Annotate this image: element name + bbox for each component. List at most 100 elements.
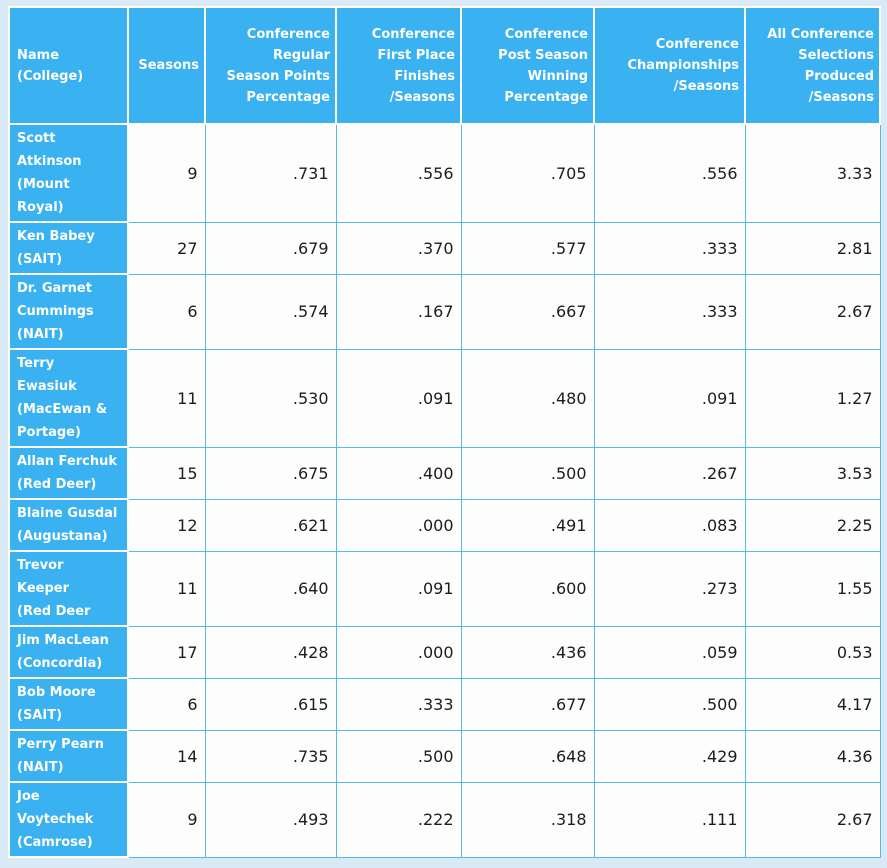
table-header: Name (College) Seasons Conference Regular … [8,6,881,125]
table-body: Scott Atkinson (Mount Royal) 9.731.556.70… [8,123,881,858]
column-header-conf-first-place-finishes-per-seasons: Conference First Place Finishes /Seasons [335,6,462,125]
header-row: Name (College) Seasons Conference Regular … [8,6,881,125]
cell-all-conf-selections-produced-per-seasons: 1.27 [744,348,881,448]
row-name-cell: Scott Atkinson (Mount Royal) [8,123,129,223]
cell-conf-post-season-winning-percentage: .436 [460,625,595,679]
cell-conf-post-season-winning-percentage: .491 [460,498,595,552]
cell-conf-regular-season-points-percentage: .640 [204,550,337,627]
cell-conf-regular-season-points-percentage: .428 [204,625,337,679]
cell-conf-regular-season-points-percentage: .530 [204,348,337,448]
cell-conf-post-season-winning-percentage: .667 [460,273,595,350]
cell-conf-regular-season-points-percentage: .675 [204,446,337,500]
cell-conf-post-season-winning-percentage: .577 [460,221,595,275]
row-name-cell: Allan Ferchuk (Red Deer) [8,446,129,500]
cell-conf-championships-per-seasons: .333 [593,221,746,275]
row-name-cell: Jim MacLean (Concordia) [8,625,129,679]
cell-seasons: 11 [127,550,206,627]
cell-conf-regular-season-points-percentage: .615 [204,677,337,731]
row-name-cell: Dr. Garnet Cummings (NAIT) [8,273,129,350]
table-row: Ken Babey (SAIT) 27.679.370.577.333 2.81 [8,221,881,275]
cell-conf-championships-per-seasons: .083 [593,498,746,552]
cell-all-conf-selections-produced-per-seasons: 2.25 [744,498,881,552]
cell-all-conf-selections-produced-per-seasons: 4.36 [744,729,881,783]
cell-seasons: 17 [127,625,206,679]
column-header-seasons: Seasons [127,6,206,125]
cell-seasons: 27 [127,221,206,275]
cell-conf-regular-season-points-percentage: .621 [204,498,337,552]
cell-conf-championships-per-seasons: .091 [593,348,746,448]
cell-conf-regular-season-points-percentage: .735 [204,729,337,783]
cell-seasons: 12 [127,498,206,552]
cell-conf-regular-season-points-percentage: .574 [204,273,337,350]
cell-conf-first-place-finishes-per-seasons: .000 [335,625,462,679]
cell-conf-post-season-winning-percentage: .480 [460,348,595,448]
cell-conf-first-place-finishes-per-seasons: .091 [335,550,462,627]
cell-all-conf-selections-produced-per-seasons: 4.17 [744,677,881,731]
cell-all-conf-selections-produced-per-seasons: 3.53 [744,446,881,500]
cell-conf-post-season-winning-percentage: .500 [460,446,595,500]
cell-seasons: 15 [127,446,206,500]
cell-conf-first-place-finishes-per-seasons: .222 [335,781,462,858]
table-row: Terry Ewasiuk (MacEwan & Portage) 11.530.… [8,348,881,448]
cell-conf-first-place-finishes-per-seasons: .000 [335,498,462,552]
cell-conf-championships-per-seasons: .333 [593,273,746,350]
cell-seasons: 6 [127,677,206,731]
column-header-conf-championships-per-seasons: Conference Championships /Seasons [593,6,746,125]
column-header-name-college: Name (College) [8,6,129,125]
cell-conf-championships-per-seasons: .429 [593,729,746,783]
cell-conf-regular-season-points-percentage: .493 [204,781,337,858]
table-row: Blaine Gusdal (Augustana) 12.621.000.491.… [8,498,881,552]
row-name-cell: Joe Voytechek (Camrose) [8,781,129,858]
cell-conf-post-season-winning-percentage: .318 [460,781,595,858]
cell-all-conf-selections-produced-per-seasons: 2.81 [744,221,881,275]
cell-conf-championships-per-seasons: .500 [593,677,746,731]
cell-conf-regular-season-points-percentage: .731 [204,123,337,223]
cell-conf-first-place-finishes-per-seasons: .167 [335,273,462,350]
cell-conf-championships-per-seasons: .273 [593,550,746,627]
cell-all-conf-selections-produced-per-seasons: 0.53 [744,625,881,679]
cell-conf-championships-per-seasons: .111 [593,781,746,858]
cell-seasons: 9 [127,781,206,858]
cell-seasons: 11 [127,348,206,448]
coaches-stats-table: Name (College) Seasons Conference Regular … [8,6,881,858]
row-name-cell: Terry Ewasiuk (MacEwan & Portage) [8,348,129,448]
cell-all-conf-selections-produced-per-seasons: 1.55 [744,550,881,627]
row-name-cell: Perry Pearn (NAIT) [8,729,129,783]
cell-all-conf-selections-produced-per-seasons: 2.67 [744,781,881,858]
table-row: Joe Voytechek (Camrose) 9.493.222.318.111… [8,781,881,858]
cell-conf-championships-per-seasons: .556 [593,123,746,223]
cell-conf-post-season-winning-percentage: .677 [460,677,595,731]
cell-seasons: 9 [127,123,206,223]
cell-conf-first-place-finishes-per-seasons: .333 [335,677,462,731]
table-row: Trevor Keeper (Red Deer 11.640.091.600.27… [8,550,881,627]
cell-conf-first-place-finishes-per-seasons: .370 [335,221,462,275]
column-header-conf-regular-season-points-percentage: Conference Regular Season Points Percent… [204,6,337,125]
table-row: Dr. Garnet Cummings (NAIT) 6.574.167.667.… [8,273,881,350]
cell-conf-post-season-winning-percentage: .600 [460,550,595,627]
cell-conf-championships-per-seasons: .059 [593,625,746,679]
cell-conf-post-season-winning-percentage: .648 [460,729,595,783]
cell-seasons: 14 [127,729,206,783]
table-row: Scott Atkinson (Mount Royal) 9.731.556.70… [8,123,881,223]
cell-all-conf-selections-produced-per-seasons: 2.67 [744,273,881,350]
table-row: Jim MacLean (Concordia) 17.428.000.436.05… [8,625,881,679]
column-header-all-conf-selections-produced-per-seasons: All Conference Selections Produced /Seas… [744,6,881,125]
cell-conf-first-place-finishes-per-seasons: .091 [335,348,462,448]
row-name-cell: Ken Babey (SAIT) [8,221,129,275]
cell-conf-post-season-winning-percentage: .705 [460,123,595,223]
row-name-cell: Blaine Gusdal (Augustana) [8,498,129,552]
row-name-cell: Trevor Keeper (Red Deer [8,550,129,627]
table-row: Perry Pearn (NAIT) 14.735.500.648.429 4.36 [8,729,881,783]
cell-conf-first-place-finishes-per-seasons: .556 [335,123,462,223]
cell-seasons: 6 [127,273,206,350]
cell-conf-first-place-finishes-per-seasons: .500 [335,729,462,783]
column-header-conf-post-season-winning-percentage: Conference Post Season Winning Percentag… [460,6,595,125]
row-name-cell: Bob Moore (SAIT) [8,677,129,731]
cell-all-conf-selections-produced-per-seasons: 3.33 [744,123,881,223]
cell-conf-first-place-finishes-per-seasons: .400 [335,446,462,500]
table-row: Allan Ferchuk (Red Deer) 15.675.400.500.2… [8,446,881,500]
cell-conf-championships-per-seasons: .267 [593,446,746,500]
cell-conf-regular-season-points-percentage: .679 [204,221,337,275]
table-row: Bob Moore (SAIT) 6.615.333.677.500 4.17 [8,677,881,731]
